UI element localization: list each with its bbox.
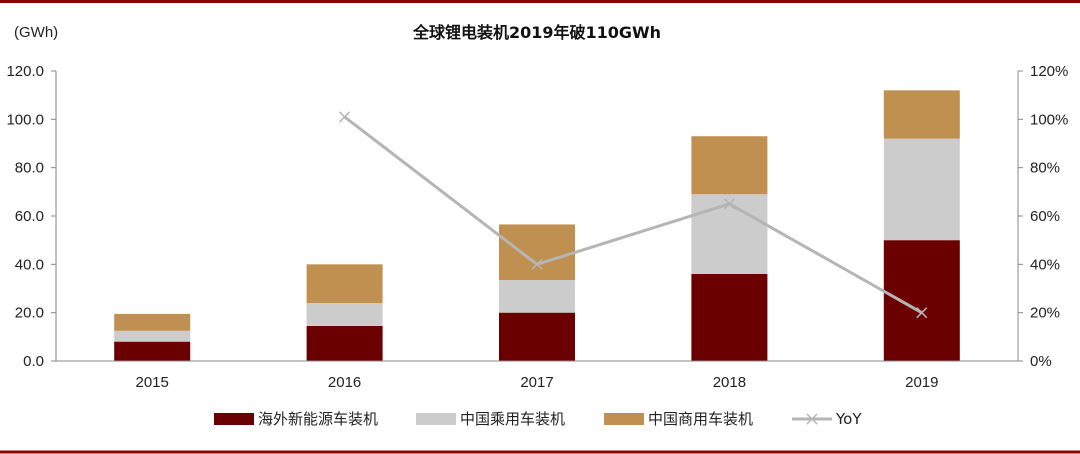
bar-segment bbox=[691, 136, 768, 195]
bars-layer bbox=[114, 90, 960, 361]
bar-segment bbox=[499, 312, 575, 361]
bar-segment bbox=[691, 194, 768, 274]
legend-label: 中国商用车装机 bbox=[648, 410, 753, 428]
x-axis-tick-label: 2017 bbox=[520, 374, 553, 391]
bar-segment bbox=[499, 224, 575, 281]
y-axis-right-tick-label: 80% bbox=[1030, 160, 1060, 177]
y-axis-right-tick-label: 20% bbox=[1030, 305, 1060, 322]
bar-segment bbox=[114, 313, 191, 331]
bar-segment bbox=[883, 240, 960, 361]
x-axis-tick-label: 2019 bbox=[905, 374, 938, 391]
y-axis-left-tick-label: 120.0 bbox=[6, 63, 44, 80]
y-axis-left-tick-label: 80.0 bbox=[15, 160, 44, 177]
y-axis-right: 0% 20% 40% 60% 80% 100% 120% bbox=[1017, 63, 1068, 370]
y-axis-left-tick-label: 40.0 bbox=[15, 256, 44, 273]
bar-segment bbox=[114, 341, 191, 361]
x-axis-tick-label: 2015 bbox=[136, 374, 169, 391]
y-axis-left-tick-label: 60.0 bbox=[15, 208, 44, 225]
y-axis-right-tick-label: 120% bbox=[1030, 63, 1068, 80]
legend-label: YoY bbox=[835, 410, 862, 428]
yoy-line bbox=[343, 115, 923, 314]
bar-segment bbox=[691, 274, 768, 361]
y-axis-left: 0.0 20.0 40.0 60.0 80.0 100.0 120.0 bbox=[6, 63, 57, 370]
bar-segment bbox=[306, 303, 383, 326]
bar-segment bbox=[883, 138, 960, 241]
yoy-line-layer bbox=[339, 111, 928, 319]
y-axis-left-tick-label: 0.0 bbox=[23, 353, 44, 370]
x-axis-tick-label: 2016 bbox=[328, 374, 361, 391]
bar-segment bbox=[883, 90, 960, 139]
x-axis-tick-label: 2018 bbox=[713, 374, 746, 391]
legend-swatch bbox=[416, 413, 456, 425]
bar-segment bbox=[306, 264, 383, 303]
yoy-marker bbox=[723, 198, 735, 210]
legend-line-marker bbox=[806, 413, 818, 425]
yoy-marker bbox=[531, 258, 543, 270]
y-axis-right-tick-label: 60% bbox=[1030, 208, 1060, 225]
yoy-marker bbox=[339, 111, 351, 123]
chart-title: 全球锂电装机2019年破110GWh bbox=[412, 23, 661, 42]
legend: 海外新能源车装机 中国乘用车装机 中国商用车装机 YoY bbox=[214, 410, 862, 428]
x-axis: 2015 2016 2017 2018 2019 bbox=[56, 360, 1018, 391]
y-axis-right-tick-label: 40% bbox=[1030, 256, 1060, 273]
y-axis-right-tick-label: 0% bbox=[1030, 353, 1052, 370]
bar-segment bbox=[114, 330, 191, 342]
legend-label: 中国乘用车装机 bbox=[460, 410, 565, 428]
legend-swatch bbox=[604, 413, 644, 425]
legend-swatch bbox=[214, 413, 254, 425]
y-axis-right-tick-label: 100% bbox=[1030, 111, 1068, 128]
y-axis-left-tick-label: 20.0 bbox=[15, 305, 44, 322]
y-axis-left-tick-label: 100.0 bbox=[6, 111, 44, 128]
y-axis-unit-label: (GWh) bbox=[14, 24, 58, 41]
bar-segment bbox=[499, 280, 575, 313]
yoy-marker bbox=[916, 307, 928, 319]
bar-segment bbox=[306, 325, 383, 361]
legend-label: 海外新能源车装机 bbox=[258, 410, 378, 428]
